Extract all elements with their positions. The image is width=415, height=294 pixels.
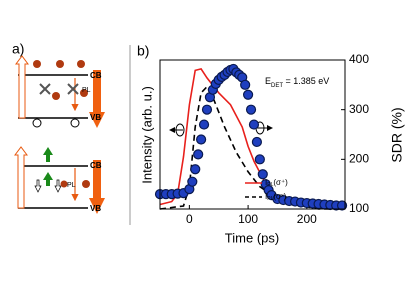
data-point xyxy=(198,119,210,130)
legend-name-sub: PL xyxy=(267,196,273,202)
data-point xyxy=(248,119,260,130)
y2-tick-label: 100 xyxy=(349,201,369,215)
vb-label: VB xyxy=(90,113,101,122)
y2-axis-title: SDR (%) xyxy=(389,107,405,162)
panel-label: a) xyxy=(12,41,24,57)
data-point xyxy=(190,164,201,175)
chart: b) Intensity (arb. u.) SDR (%) Time (ps)… xyxy=(137,43,405,246)
excite-arrow xyxy=(14,146,28,209)
x-tick-label: 100 xyxy=(238,212,258,226)
hole xyxy=(70,118,80,128)
pl-label: PL xyxy=(67,182,76,189)
panel-label: b) xyxy=(137,43,149,59)
electron xyxy=(60,180,68,188)
electron xyxy=(77,60,85,68)
panel-a: a) CB VB PL CB VB PL xyxy=(12,41,131,225)
y2-tick-label: 300 xyxy=(349,102,369,116)
legend-name-sub: PL xyxy=(267,182,273,188)
cb-label: CB xyxy=(90,161,102,170)
cb-label: CB xyxy=(90,71,102,80)
excite-arrow xyxy=(15,55,29,119)
electron xyxy=(80,89,88,97)
pl-arrow xyxy=(89,160,105,214)
data-point xyxy=(254,154,265,165)
electron xyxy=(52,92,60,100)
data-point xyxy=(257,169,268,180)
spin-up xyxy=(43,147,53,162)
legend-label: IPL(σ⁺) xyxy=(265,178,288,188)
legend-name: I xyxy=(265,192,267,201)
data-point xyxy=(242,89,254,100)
legend-name-rest: (σˣ) xyxy=(273,192,286,201)
hole xyxy=(32,118,42,128)
electron xyxy=(56,60,64,68)
y2-tick-label: 400 xyxy=(349,52,369,66)
x-tick-label: 200 xyxy=(297,212,317,226)
blocked xyxy=(39,83,79,95)
annotation-sub: DET xyxy=(271,83,283,89)
plot-frame xyxy=(159,59,346,210)
annotation-rest: = 1.385 eV xyxy=(283,76,329,86)
legend-label: IPL(σˣ) xyxy=(265,192,287,202)
data-point xyxy=(336,200,348,211)
spin-up xyxy=(43,172,53,186)
annotation: EDET = 1.385 eV xyxy=(265,76,329,88)
x-tick-label: 0 xyxy=(186,212,193,226)
data-point xyxy=(187,176,198,187)
electron xyxy=(82,180,90,188)
y-axis-title: Intensity (arb. u.) xyxy=(139,86,154,184)
spin-down xyxy=(54,179,62,193)
x-axis-title: Time (ps) xyxy=(225,230,279,245)
data-point xyxy=(201,104,213,115)
pl-arrow xyxy=(89,70,105,128)
spin-down xyxy=(34,179,42,193)
data-point xyxy=(240,79,251,90)
electron xyxy=(33,60,41,68)
annotation-main: E xyxy=(265,76,271,86)
pl-label: PL xyxy=(82,87,91,94)
data-point xyxy=(193,149,204,160)
vb-label: VB xyxy=(90,204,101,213)
legend-name-rest: (σ⁺) xyxy=(273,178,288,187)
legend-name: I xyxy=(265,178,267,187)
data-point xyxy=(245,104,257,115)
y2-tick-label: 200 xyxy=(349,152,369,166)
data-point xyxy=(196,134,207,145)
data-point xyxy=(251,136,263,148)
